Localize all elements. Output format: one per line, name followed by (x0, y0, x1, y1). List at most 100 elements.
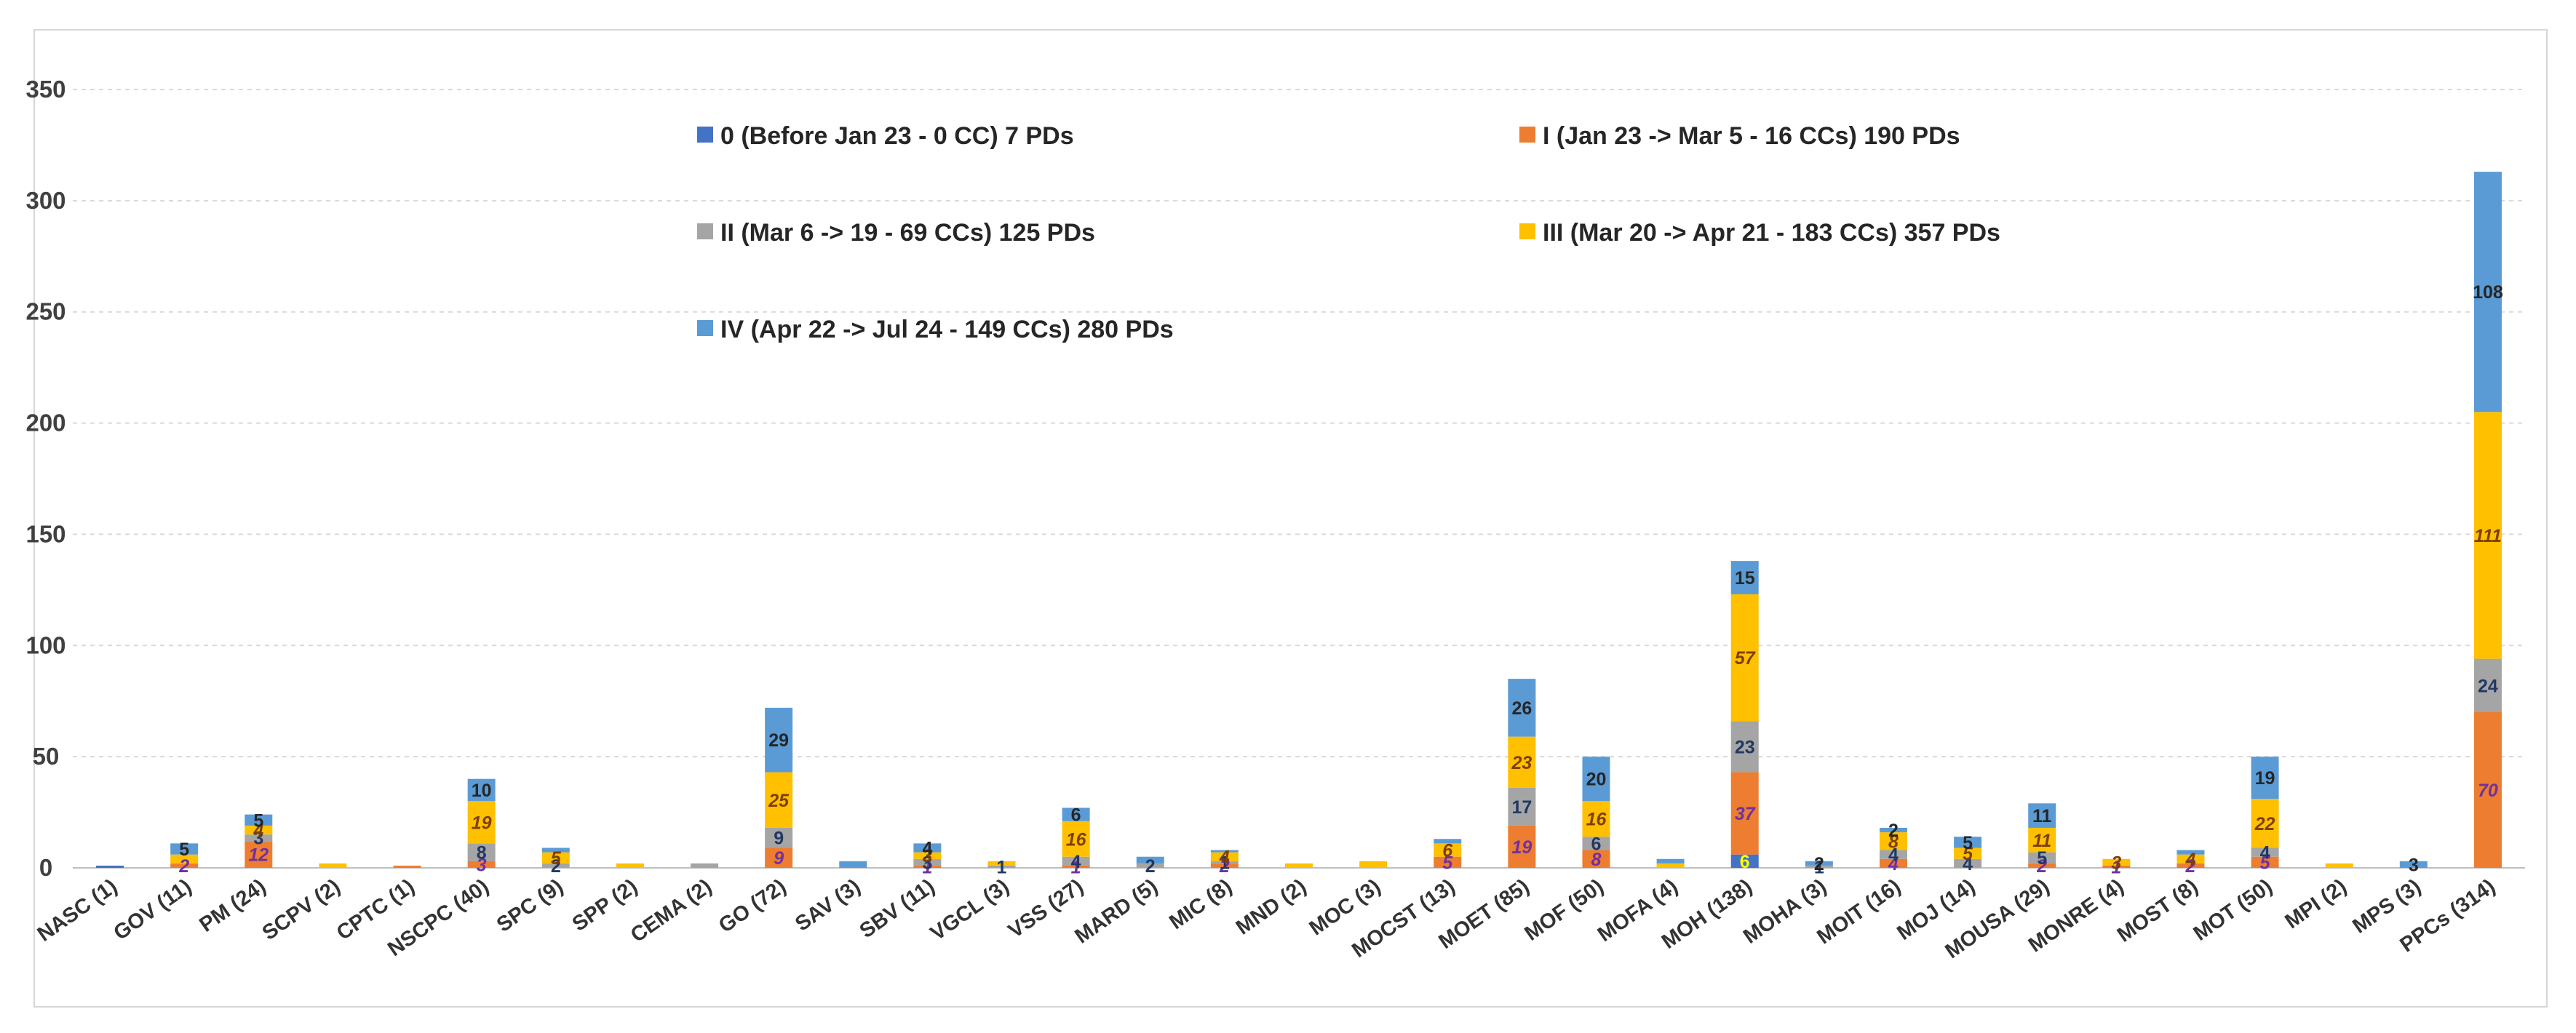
data-label: 8 (1591, 850, 1602, 870)
data-label: 24 (2478, 676, 2498, 696)
bar-segment (2325, 863, 2353, 868)
x-tick-label: VGCL (3) (926, 875, 1014, 946)
data-label: 5 (1442, 853, 1453, 873)
bar-segment (245, 841, 273, 868)
data-label: 4 (2185, 850, 2196, 870)
x-tick-label: SPC (9) (493, 875, 568, 937)
bar-segment (1359, 861, 1388, 868)
bar-segment (1434, 856, 1462, 868)
bar-segment (96, 865, 124, 868)
data-label: 6 (1071, 805, 1081, 826)
bar-segment (913, 858, 942, 866)
legend-label: II (Mar 6 -> 19 - 69 CCs) 125 PDs (720, 219, 1095, 247)
data-label: 5 (551, 848, 562, 869)
y-axis: 0 50 100 150 200 250 300 350 (25, 76, 65, 881)
legend-swatch (697, 223, 713, 239)
data-label: 2 (1219, 856, 1230, 877)
bar-segment (2399, 861, 2428, 868)
bar-segment (913, 852, 942, 859)
bar-segment (616, 863, 644, 868)
bar-segment (1210, 861, 1239, 864)
bar-segment (2177, 863, 2205, 868)
bar-segment (1582, 757, 1610, 802)
data-label: 15 (1735, 568, 1755, 589)
data-label: 5 (1963, 833, 1973, 853)
data-label: 11 (2032, 806, 2052, 826)
bar-segment (913, 865, 942, 868)
bar-segment (1434, 839, 1462, 844)
bar-segment (541, 847, 570, 853)
x-tick-label: CEMA (2) (627, 875, 716, 948)
data-label: 2 (2185, 856, 2196, 877)
bars (96, 172, 2502, 868)
data-label: 108 (2473, 282, 2503, 303)
bar-segment (245, 834, 273, 842)
data-label: 1 (922, 857, 932, 877)
bar-segment (987, 861, 1016, 866)
bar-segment (1954, 847, 1982, 859)
x-tick-label: GOV (11) (109, 875, 196, 945)
legend-label: I (Jan 23 -> Mar 5 - 16 CCs) 190 PDs (1543, 122, 1960, 150)
bar-segment (2473, 712, 2502, 868)
legend-label: 0 (Before Jan 23 - 0 CC) 7 PDs (720, 122, 1074, 150)
bar-segment (2473, 412, 2502, 659)
data-label: 37 (1735, 804, 1756, 824)
data-label: 2 (551, 856, 561, 877)
y-tick-label: 100 (25, 631, 65, 658)
bar-segment (1136, 863, 1164, 868)
data-label: 12 (248, 845, 269, 866)
bar-segment (2177, 854, 2205, 864)
bar-segment (2251, 847, 2279, 857)
bar-segment (170, 854, 199, 864)
data-label: 4 (1888, 854, 1899, 874)
bar-segment (467, 801, 496, 844)
bar-segment (1062, 821, 1090, 857)
data-label: 2 (1814, 854, 1824, 874)
bar-segment (2028, 863, 2056, 868)
data-label: 10 (472, 781, 492, 801)
bar-segment (1582, 801, 1610, 837)
data-label: 6 (1740, 852, 1750, 872)
x-tick-label: SCPV (2) (258, 875, 345, 945)
data-label: 3 (2111, 853, 2121, 873)
bar-segment (245, 825, 273, 835)
data-label: 3 (253, 829, 263, 849)
data-label: 19 (472, 813, 492, 833)
legend-swatch (697, 320, 713, 336)
x-tick-label: MARD (5) (1071, 875, 1162, 949)
data-label: 5 (2037, 848, 2047, 869)
bar-segment (1582, 850, 1610, 868)
y-tick-label: 250 (25, 298, 65, 325)
y-tick-label: 0 (39, 854, 52, 881)
data-label: 1 (1814, 857, 1824, 877)
bar-segment (1954, 837, 1982, 848)
bar-segment (541, 852, 570, 864)
bar-segment (1879, 832, 1907, 850)
data-label: 1 (1220, 853, 1230, 873)
data-label: 2 (1145, 856, 1156, 877)
x-tick-label: MND (2) (1232, 875, 1311, 940)
y-tick-label: 200 (25, 410, 65, 436)
legend-label: IV (Apr 22 -> Jul 24 - 149 CCs) 280 PDs (720, 316, 1174, 343)
bar-segment (765, 707, 793, 773)
data-label: 1 (1071, 857, 1081, 877)
data-label: 4 (1888, 845, 1899, 866)
bar-segment (1730, 854, 1759, 868)
bar-segment (170, 863, 199, 868)
y-tick-label: 350 (25, 76, 65, 103)
bar-segment (1582, 837, 1610, 850)
bar-segment (1136, 856, 1164, 864)
bar-segment (765, 847, 793, 868)
data-label: 6 (1442, 841, 1453, 861)
data-label: 4 (253, 821, 263, 841)
bar-segment (1805, 865, 1833, 868)
x-tick-label: NASC (1) (33, 875, 122, 946)
bar-segment (1285, 863, 1313, 868)
bar-segment (1062, 865, 1090, 868)
data-label: 29 (768, 730, 789, 751)
x-tick-label: MOHA (3) (1739, 875, 1831, 949)
bar-segment (1210, 852, 1239, 861)
chart-frame (33, 29, 2548, 1008)
data-label: 11 (2032, 831, 2051, 851)
data-label: 3 (922, 846, 932, 866)
